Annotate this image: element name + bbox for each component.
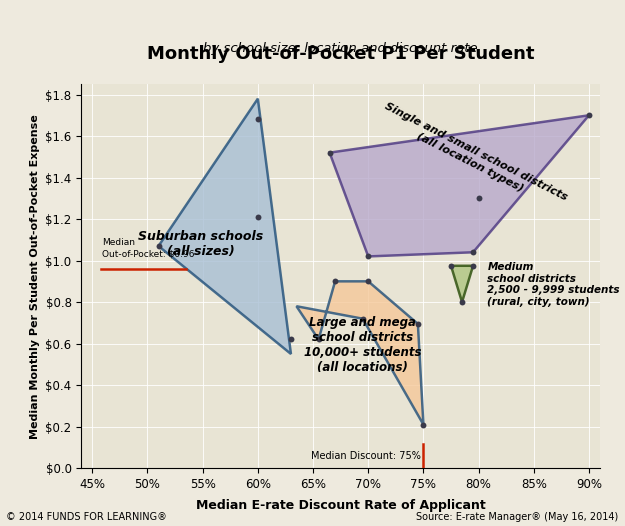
Point <box>457 298 467 306</box>
Polygon shape <box>159 99 291 354</box>
Point <box>330 277 340 286</box>
Point <box>468 261 478 270</box>
Text: Suburban schools
(all sizes): Suburban schools (all sizes) <box>138 230 263 258</box>
Text: by school size, location and discount rate: by school size, location and discount ra… <box>203 42 478 55</box>
Point <box>363 252 373 261</box>
Point <box>446 261 456 270</box>
Text: Source: E-rate Manager® (May 16, 2014): Source: E-rate Manager® (May 16, 2014) <box>416 512 619 522</box>
X-axis label: Median E-rate Discount Rate of Applicant: Median E-rate Discount Rate of Applicant <box>196 499 486 512</box>
Point <box>357 315 367 323</box>
Point <box>154 242 164 250</box>
Point <box>413 320 423 328</box>
Text: Single and small school districts
(all location types): Single and small school districts (all l… <box>378 101 569 213</box>
Text: Medium
school districts
2,500 - 9,999 students
(rural, city, town): Medium school districts 2,500 - 9,999 st… <box>488 262 620 307</box>
Point <box>468 248 478 257</box>
Text: Median Discount: 75%: Median Discount: 75% <box>311 451 421 461</box>
Text: Median
Out-of-Pocket: $0.96: Median Out-of-Pocket: $0.96 <box>102 238 195 258</box>
Point <box>418 420 428 429</box>
Point <box>286 335 296 343</box>
Text: Large and mega
school districts
10,000+ students
(all locations): Large and mega school districts 10,000+ … <box>304 316 421 373</box>
Title: Monthly Out-of-Pocket P1 Per Student: Monthly Out-of-Pocket P1 Per Student <box>147 45 534 63</box>
Polygon shape <box>329 115 589 257</box>
Point <box>584 111 594 119</box>
Point <box>363 277 373 286</box>
Point <box>253 115 263 124</box>
Point <box>314 335 324 343</box>
Point <box>324 148 334 157</box>
Polygon shape <box>451 266 473 302</box>
Point <box>253 213 263 221</box>
Point <box>474 194 484 203</box>
Text: © 2014 FUNDS FOR LEARNING®: © 2014 FUNDS FOR LEARNING® <box>6 512 167 522</box>
Polygon shape <box>296 281 423 424</box>
Y-axis label: Median Monthly Per Student Out-of-Pocket Expense: Median Monthly Per Student Out-of-Pocket… <box>30 114 40 439</box>
